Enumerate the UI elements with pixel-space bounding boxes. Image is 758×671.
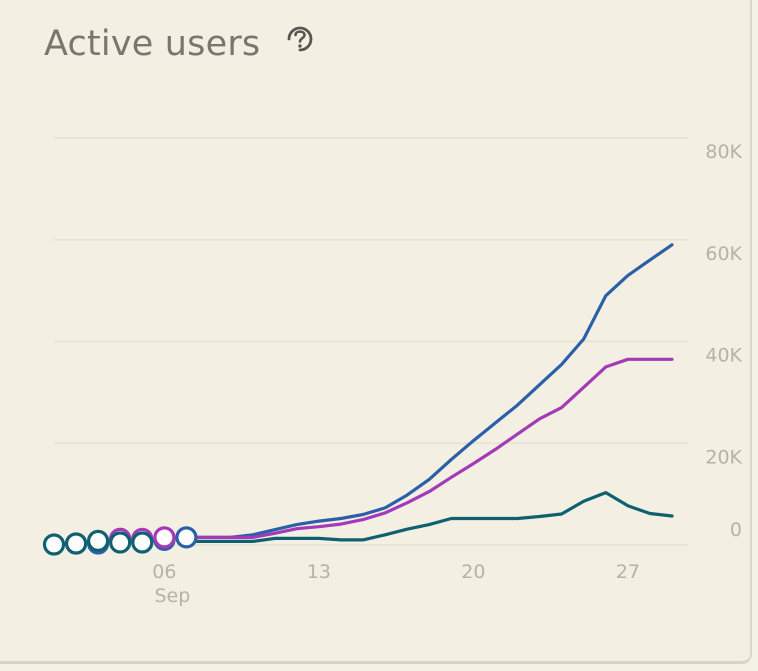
series-line-0 bbox=[184, 243, 674, 540]
x-tick-label: 06 bbox=[152, 561, 176, 583]
series-line-2 bbox=[184, 491, 674, 544]
series-1-point bbox=[153, 526, 176, 549]
x-tick-sublabel: Sep bbox=[154, 585, 190, 607]
x-tick-label: 13 bbox=[307, 561, 331, 583]
x-tick-label: 20 bbox=[461, 561, 485, 583]
help-icon[interactable] bbox=[285, 22, 315, 58]
y-tick-label: 40K bbox=[705, 345, 742, 367]
y-axis-ticks: 0 20K 40K 60K 80K bbox=[705, 141, 742, 541]
y-tick-label: 20K bbox=[705, 446, 742, 468]
y-tick-label: 80K bbox=[705, 141, 742, 163]
series-lines bbox=[184, 243, 674, 544]
series-2-point bbox=[42, 533, 66, 556]
grid-lines bbox=[54, 137, 688, 546]
y-tick-label: 60K bbox=[705, 243, 742, 265]
card-title: Active users bbox=[44, 24, 261, 64]
x-tick-label: 27 bbox=[616, 561, 640, 583]
series-2-point bbox=[131, 531, 154, 554]
y-tick-label: 0 bbox=[730, 519, 742, 541]
series-2-point bbox=[109, 531, 132, 554]
series-markers bbox=[42, 526, 198, 556]
series-2-point bbox=[86, 529, 110, 553]
series-0-point bbox=[175, 526, 198, 549]
series-2-point bbox=[64, 532, 88, 555]
series-line-1 bbox=[184, 357, 674, 540]
